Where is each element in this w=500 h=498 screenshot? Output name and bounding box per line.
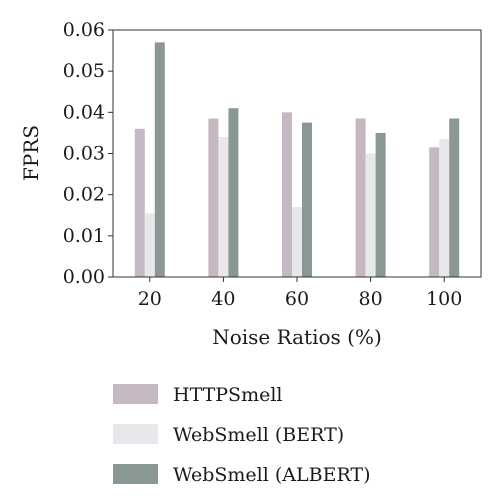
y-tick-label: 0.01 (63, 225, 105, 247)
bar (292, 207, 302, 277)
bar (282, 112, 292, 277)
bar (439, 139, 450, 277)
x-tick-label: 100 (426, 288, 462, 310)
legend-swatch (113, 424, 158, 444)
y-tick-label: 0.04 (63, 101, 105, 123)
bar (449, 118, 460, 277)
x-tick-label: 80 (359, 288, 383, 310)
x-tick-label: 20 (138, 288, 162, 310)
bar (228, 108, 239, 277)
bar (302, 122, 312, 277)
y-tick-label: 0.00 (63, 266, 105, 288)
x-axis-title: Noise Ratios (%) (212, 325, 382, 349)
legend-swatch (113, 384, 158, 404)
bar (355, 118, 366, 277)
y-tick-label: 0.02 (63, 184, 105, 206)
bar (429, 147, 440, 277)
legend-label: WebSmell (BERT) (173, 424, 344, 446)
x-tick-label: 40 (211, 288, 235, 310)
legend-label: HTTPSmell (173, 384, 282, 406)
y-axis-ticks: 0.00 0.01 0.02 0.03 0.04 0.05 0.06 (63, 19, 113, 288)
legend-swatch (113, 464, 158, 484)
y-tick-label: 0.03 (63, 143, 105, 165)
x-tick-label: 60 (285, 288, 309, 310)
bar (375, 132, 386, 277)
bar (218, 137, 229, 277)
bar (154, 42, 165, 277)
bar (134, 128, 145, 277)
y-tick-label: 0.05 (63, 60, 105, 82)
bars-group (134, 42, 460, 277)
legend-label: WebSmell (ALBERT) (173, 464, 371, 486)
legend: HTTPSmell WebSmell (BERT) WebSmell (ALBERT… (113, 384, 371, 486)
y-axis-title: FPRS (19, 125, 43, 181)
bar (365, 153, 376, 277)
bar (144, 213, 155, 277)
bar (208, 118, 219, 277)
y-tick-label: 0.06 (63, 19, 105, 41)
x-axis-ticks: 20 40 60 80 100 (138, 277, 462, 310)
